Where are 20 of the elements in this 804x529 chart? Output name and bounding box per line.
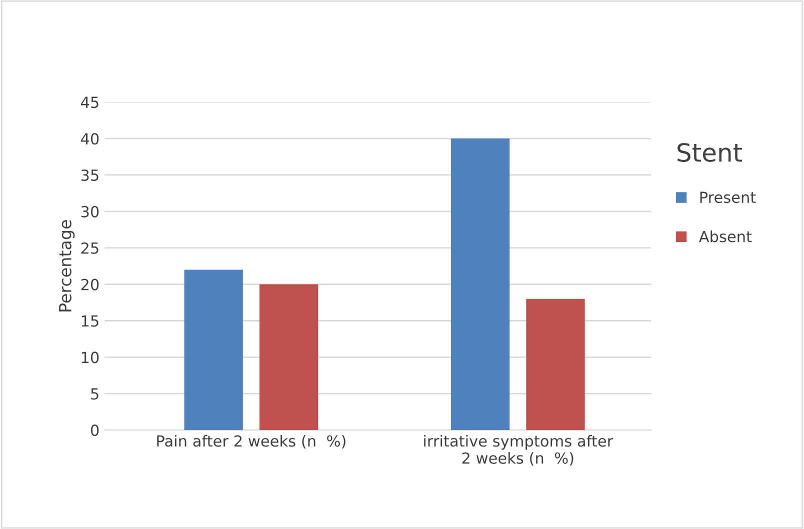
legend-label: Absent [698, 230, 752, 242]
legend-title: Stent [678, 143, 742, 162]
y-axis-title: Percentage [59, 220, 75, 312]
bar [184, 270, 243, 430]
y-tick-label: 35 [81, 169, 98, 182]
y-tick-label: 25 [81, 242, 98, 254]
bar [526, 298, 585, 430]
legend-label: Present [700, 192, 756, 204]
bar [259, 284, 318, 430]
y-tick-label: 30 [81, 206, 99, 218]
y-tick-label: 10 [82, 352, 99, 364]
y-tick-label: 5 [91, 388, 98, 400]
y-tick-label: 20 [81, 278, 99, 290]
bar [450, 138, 510, 430]
y-tick-label: 0 [90, 424, 99, 436]
x-tick-label: Pain after 2 weeks (n %) [157, 434, 346, 449]
y-tick-label: 15 [82, 315, 98, 327]
x-tick-label: irritative symptoms after 2 weeks (n %) [424, 434, 614, 466]
y-tick-label: 45 [80, 96, 98, 108]
y-tick-label: 40 [80, 133, 99, 145]
